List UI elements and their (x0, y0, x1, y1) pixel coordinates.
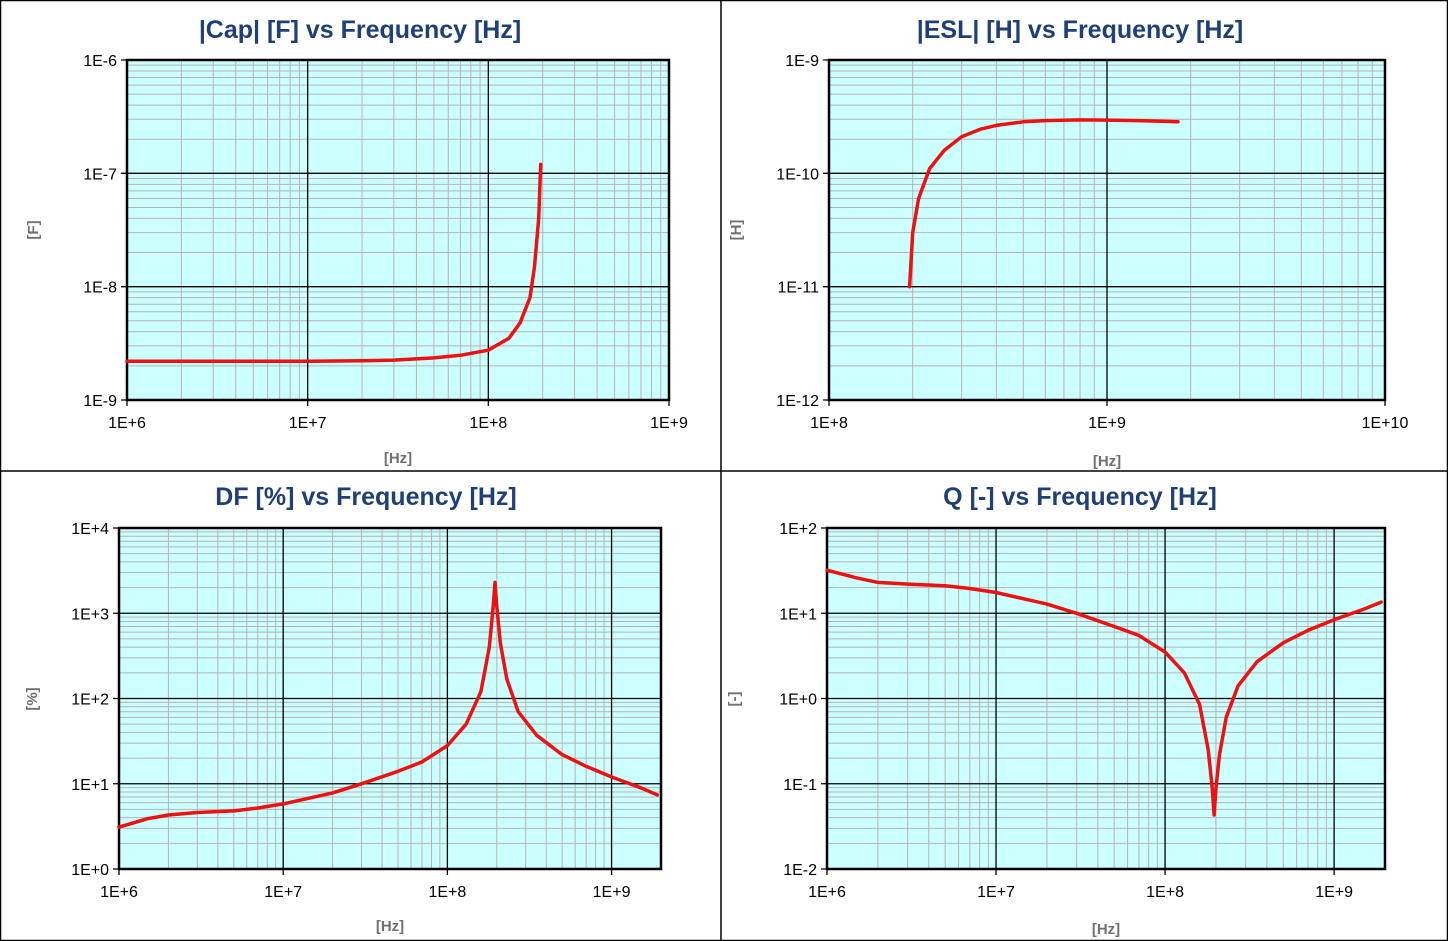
x-tick-label: 1E+6 (100, 884, 138, 901)
minor-gridlines (829, 60, 1385, 400)
chart-panel-cap: 1E+6 1E+7 1E+8 1E+9 1E-6 1E-7 1E-8 1E-9 |Cap| [F… (0, 0, 721, 471)
series-line (907, 118, 1180, 289)
y-tick-label: 1E+0 (71, 862, 109, 879)
chart-title: |Cap| [F] vs Frequency [Hz] (199, 16, 521, 44)
minor-gridlines (127, 60, 669, 400)
y-tick-label: 1E-9 (785, 53, 819, 70)
y-tick-label: 1E-8 (83, 280, 117, 297)
x-tick-label: 1E+9 (1315, 884, 1353, 901)
plot-area (127, 60, 669, 400)
y-tick-label: 1E-11 (777, 280, 819, 297)
chart-svg-esl: 1E+8 1E+9 1E+10 1E-9 1E-10 1E-11 1E-12 |ESL| [H… (728, 16, 1409, 470)
chart-svg-q: 1E+6 1E+7 1E+8 1E+9 1E+2 1E+1 1E+0 1E-1 1E-2 Q [-… (726, 483, 1387, 938)
x-tick-label: 1E+6 (108, 415, 146, 432)
plot-border (825, 526, 1387, 871)
x-axis-label: [Hz] (384, 450, 412, 467)
y-tick-label: 1E+4 (71, 521, 109, 538)
x-tick-label: 1E+9 (1088, 415, 1126, 432)
x-axis-label: [Hz] (376, 918, 404, 935)
x-tick-label: 1E+7 (264, 884, 302, 901)
x-axis-label: [Hz] (1092, 921, 1120, 938)
chart-title: |ESL| [H] vs Frequency [Hz] (917, 16, 1244, 44)
x-tick-label: 1E+7 (977, 884, 1015, 901)
y-tick-label: 1E-7 (83, 166, 117, 183)
y-tick-label: 1E-12 (776, 393, 819, 410)
x-tick-label: 1E+10 (1362, 415, 1409, 432)
y-tick-label: 1E-6 (83, 53, 117, 70)
chart-title: Q [-] vs Frequency [Hz] (943, 483, 1217, 511)
plot-border (827, 58, 1387, 402)
x-tick-label: 1E+7 (289, 415, 327, 432)
y-tick-label: 1E+1 (71, 777, 109, 794)
plot-border (117, 526, 663, 871)
chart-svg-df: 1E+6 1E+7 1E+8 1E+9 1E+4 1E+3 1E+2 1E+1 1E+0 DF [… (24, 483, 663, 935)
y-tick-label: 1E+0 (779, 692, 817, 709)
chart-svg-cap: 1E+6 1E+7 1E+8 1E+9 1E-6 1E-7 1E-8 1E-9 |Cap| [F… (25, 16, 688, 467)
y-tick-label: 1E-1 (783, 777, 817, 794)
y-tick-label: 1E-9 (83, 393, 117, 410)
y-axis-label: [%] (24, 687, 41, 710)
series-line (125, 162, 543, 363)
x-tick-label: 1E+6 (808, 884, 846, 901)
y-axis-label: [H] (728, 220, 745, 241)
y-tick-label: 1E+3 (71, 606, 109, 623)
chart-title: DF [%] vs Frequency [Hz] (215, 483, 516, 511)
plot-border (125, 58, 671, 402)
x-axis-label: [Hz] (1093, 453, 1121, 470)
x-tick-label: 1E+8 (469, 415, 507, 432)
y-axis-label: [-] (726, 692, 743, 707)
series-line (825, 568, 1383, 817)
series-line (117, 580, 660, 829)
x-tick-label: 1E+9 (650, 415, 688, 432)
y-tick-label: 1E-10 (776, 166, 819, 183)
y-tick-label: 1E+2 (71, 692, 109, 709)
chart-panel-df: 1E+6 1E+7 1E+8 1E+9 1E+4 1E+3 1E+2 1E+1 1E+0 DF [… (0, 471, 721, 941)
x-tick-label: 1E+8 (1146, 884, 1184, 901)
y-tick-label: 1E+2 (779, 521, 817, 538)
y-tick-label: 1E-2 (783, 862, 817, 879)
chart-panel-esl: 1E+8 1E+9 1E+10 1E-9 1E-10 1E-11 1E-12 |ESL| [H… (721, 0, 1448, 471)
x-tick-label: 1E+8 (428, 884, 466, 901)
chart-panel-q: 1E+6 1E+7 1E+8 1E+9 1E+2 1E+1 1E+0 1E-1 1E-2 Q [-… (721, 471, 1448, 941)
x-tick-label: 1E+8 (810, 415, 848, 432)
y-tick-label: 1E+1 (779, 606, 817, 623)
y-axis-label: [F] (25, 220, 42, 239)
x-tick-label: 1E+9 (593, 884, 631, 901)
